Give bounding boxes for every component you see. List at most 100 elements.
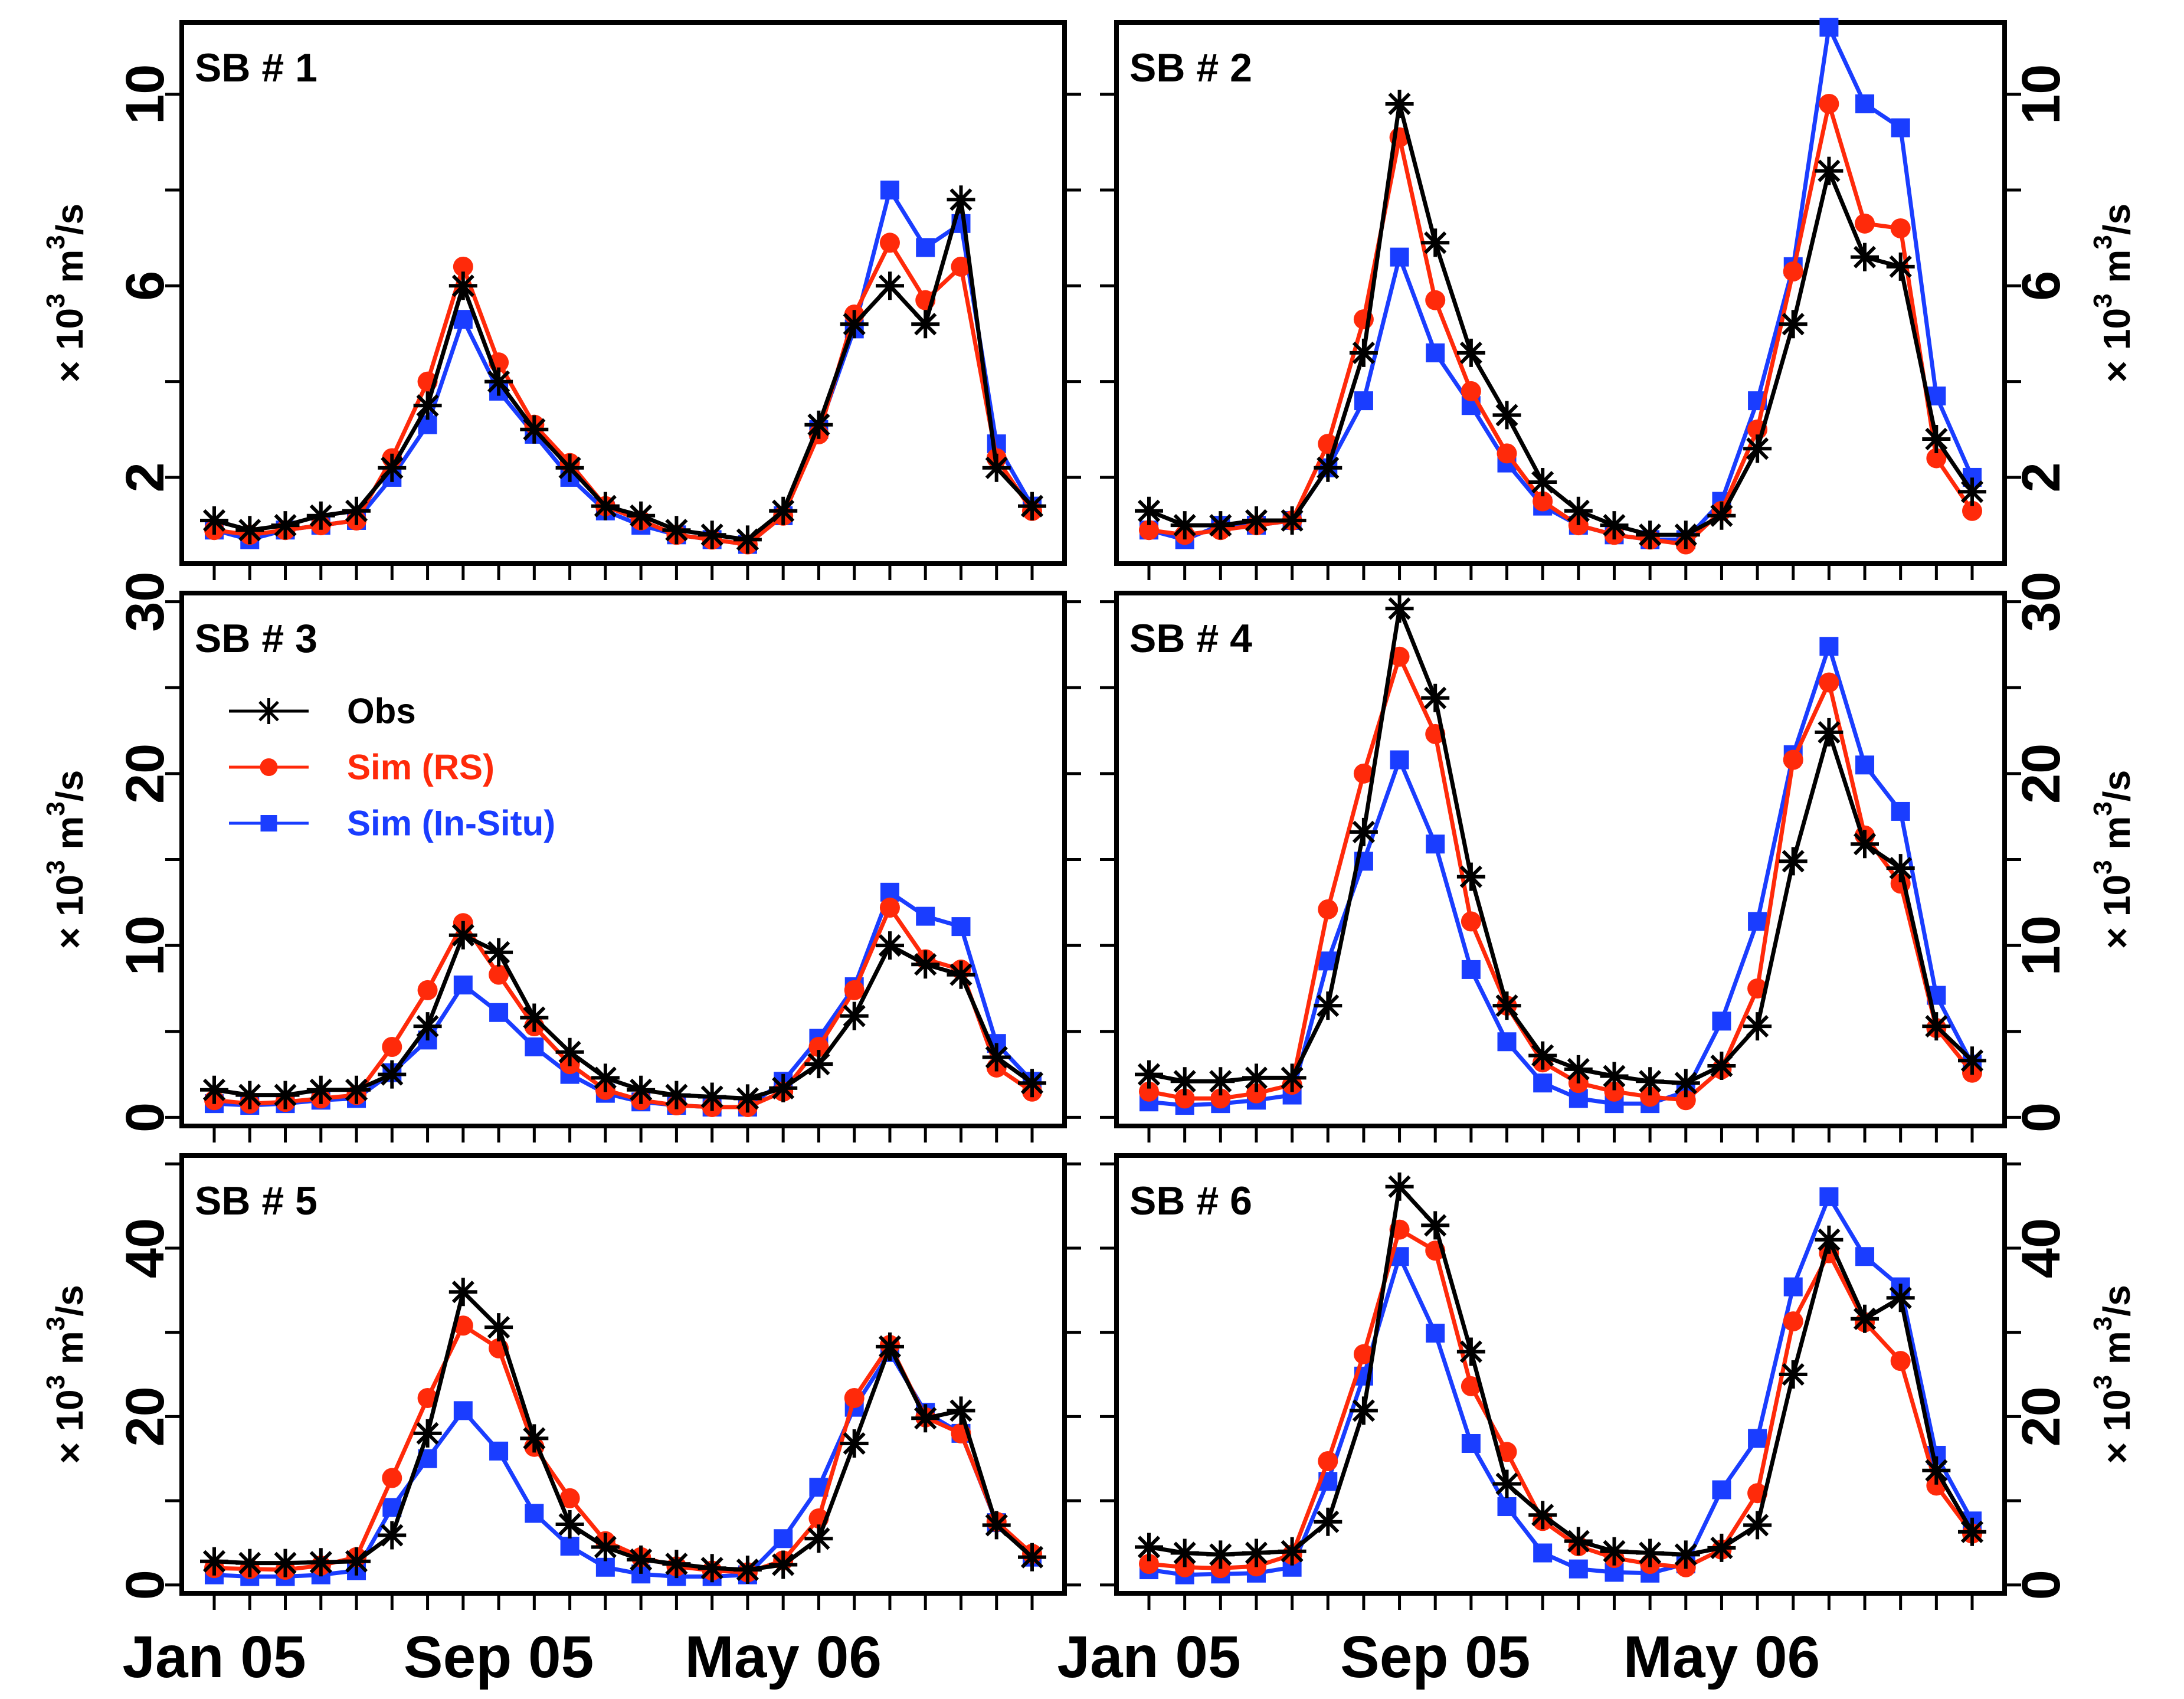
ylabel-part: m <box>2095 1331 2138 1375</box>
data-point <box>525 1037 544 1057</box>
data-point <box>448 1278 477 1307</box>
panel-title: SB # 1 <box>195 45 317 90</box>
series-line-obs <box>1148 606 1974 1085</box>
ylabel-part: m <box>2095 250 2138 294</box>
data-point <box>911 1404 940 1433</box>
data-point <box>306 1548 335 1577</box>
y-axis-label: × 103 m3/s <box>41 770 91 949</box>
data-point <box>733 525 762 554</box>
data-point <box>1314 1507 1343 1536</box>
data-point <box>1886 854 1915 883</box>
data-point <box>1456 338 1485 367</box>
series-line-sim-in-situ- <box>214 890 1034 1109</box>
data-point <box>1385 1172 1414 1201</box>
plot-frame <box>1114 591 2007 1128</box>
data-point <box>1783 749 1803 770</box>
y-tick-label: 0 <box>115 1102 175 1132</box>
y-tick-label: 10 <box>2011 915 2071 975</box>
series-line-sim-in-situ- <box>1148 1194 1975 1577</box>
data-point <box>1242 506 1271 535</box>
y-tick-label: 2 <box>115 462 175 492</box>
data-point <box>591 1533 620 1561</box>
y-tick-label: 2 <box>2011 462 2071 492</box>
x-tick-label: Jan 05 <box>122 1624 306 1690</box>
y-tick-label: 40 <box>115 1218 175 1278</box>
plot-frame <box>179 591 1067 1128</box>
data-point <box>879 233 900 253</box>
ylabel-part: /s <box>2095 204 2138 235</box>
data-point <box>1671 1069 1700 1098</box>
data-point <box>1819 18 1839 37</box>
ylabel-part: /s <box>48 1285 91 1316</box>
data-point <box>1819 672 1839 693</box>
ylabel-part: /s <box>48 204 91 235</box>
ylabel-sup: 3 <box>2088 860 2117 874</box>
data-point <box>840 1001 869 1030</box>
x-tick-label: Sep 05 <box>404 1624 594 1690</box>
data-point <box>1922 1012 1951 1041</box>
y-axis-label: × 103 m3/s <box>2088 204 2139 382</box>
data-point <box>1779 847 1808 876</box>
data-point <box>1886 252 1915 281</box>
data-point <box>1318 899 1338 919</box>
data-point <box>916 238 935 257</box>
ylabel-sup: 3 <box>41 1317 70 1331</box>
series-line-sim-in-situ- <box>1148 644 1975 1108</box>
panel-title: SB # 3 <box>195 616 317 661</box>
data-point <box>1819 637 1839 656</box>
data-point <box>1461 960 1481 979</box>
data-point <box>235 1081 264 1109</box>
data-point <box>1139 1081 1159 1102</box>
data-point <box>1851 1304 1879 1333</box>
data-point <box>1707 1052 1736 1080</box>
data-point <box>1533 1073 1553 1093</box>
data-point <box>1640 1086 1661 1107</box>
series-line-obs <box>214 933 1034 1101</box>
ylabel-part: /s <box>48 770 91 801</box>
data-point <box>271 511 300 540</box>
data-point <box>804 1050 833 1079</box>
data-point <box>1533 1543 1553 1563</box>
ylabel-part: × 10 <box>48 1389 91 1464</box>
data-point <box>733 1556 762 1584</box>
data-point <box>1528 1041 1557 1070</box>
plot-frame <box>179 1153 1067 1596</box>
data-point <box>453 975 473 995</box>
data-point <box>947 1396 975 1425</box>
data-point <box>1855 213 1875 234</box>
data-point <box>342 1547 371 1576</box>
data-point <box>1497 443 1517 464</box>
data-point <box>804 1524 833 1553</box>
data-point <box>1170 1538 1199 1567</box>
y-tick-label: 0 <box>2011 1102 2071 1132</box>
data-point <box>1390 247 1409 267</box>
data-point <box>1206 511 1235 540</box>
data-point <box>1604 1081 1625 1102</box>
data-point <box>1318 1451 1338 1471</box>
ylabel-part: × 10 <box>48 308 91 382</box>
data-point <box>1922 1456 1951 1485</box>
data-point <box>1779 310 1808 339</box>
data-point <box>1242 1538 1271 1567</box>
data-point <box>1636 1067 1665 1096</box>
data-point <box>1497 1497 1517 1517</box>
x-tick-label: Sep 05 <box>1340 1624 1530 1690</box>
data-point <box>591 1063 620 1092</box>
data-point <box>306 1075 335 1104</box>
data-point <box>1890 218 1911 238</box>
data-point <box>1242 1063 1271 1092</box>
data-point <box>1671 520 1700 549</box>
data-point <box>1707 1533 1736 1562</box>
y-tick-label: 20 <box>115 1386 175 1446</box>
ylabel-part: m <box>48 250 91 294</box>
data-point <box>1426 1324 1445 1343</box>
data-point <box>525 1504 544 1523</box>
data-point <box>1139 520 1159 541</box>
data-point <box>453 1401 473 1420</box>
data-point <box>1743 434 1772 463</box>
data-point <box>1675 1090 1696 1111</box>
data-point <box>911 950 940 979</box>
data-point <box>1533 491 1553 512</box>
